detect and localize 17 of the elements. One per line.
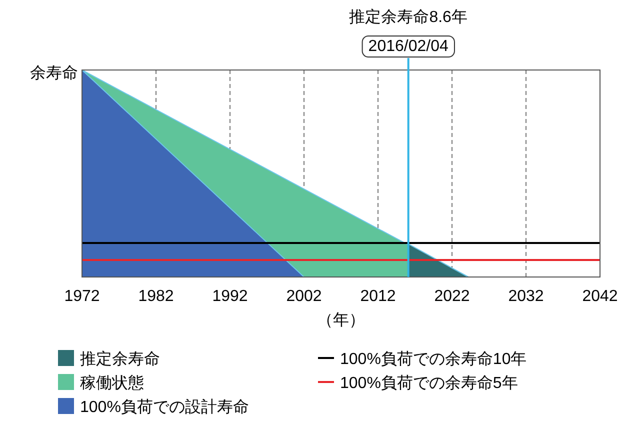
x-tick-label: 1972: [64, 288, 100, 305]
x-tick-label: 1992: [212, 288, 248, 305]
x-tick-label: 1982: [138, 288, 174, 305]
text: 推定余寿命8.6年: [349, 8, 468, 26]
x-tick-label: 2022: [434, 288, 470, 305]
legend-label: 100%負荷での設計寿命: [80, 398, 249, 416]
x-tick-label: 2032: [508, 288, 544, 305]
legend-label: 推定余寿命: [80, 350, 160, 368]
legend-label: 100%負荷での余寿命5年: [340, 374, 518, 392]
y-axis-title: 余寿命: [30, 65, 78, 82]
ref-line-label: 2016/02/04: [368, 38, 448, 55]
legend-label: 100%負荷での余寿命10年: [340, 350, 527, 368]
x-tick-label: 2012: [360, 288, 396, 305]
x-tick-label: 2042: [582, 288, 618, 305]
x-axis-title: （年）: [317, 312, 365, 329]
x-tick-label: 2002: [286, 288, 322, 305]
legend-label: 稼働状態: [80, 374, 144, 392]
